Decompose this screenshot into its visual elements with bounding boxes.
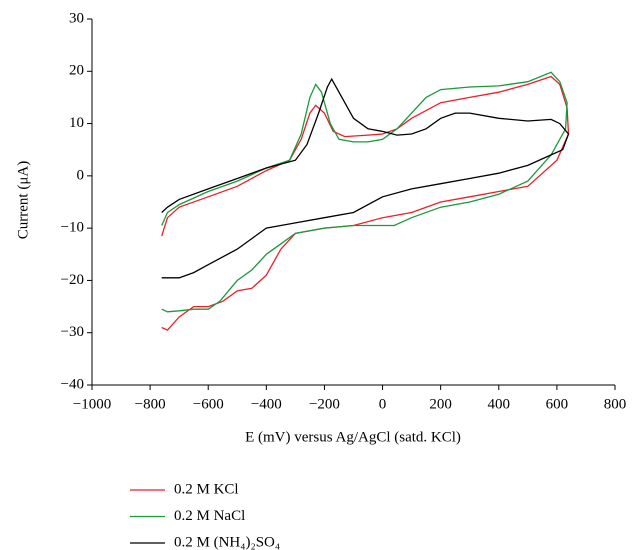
x-tick-label: 800: [604, 396, 627, 412]
x-tick-label: −1000: [73, 396, 111, 412]
series-line: [161, 77, 570, 279]
y-tick-label: 10: [69, 115, 84, 131]
y-tick-label: 30: [69, 10, 84, 26]
x-tick-label: −400: [251, 396, 282, 412]
y-tick-label: 20: [69, 63, 84, 79]
x-tick-label: 600: [546, 396, 569, 412]
y-tick-label: −30: [61, 324, 84, 340]
x-tick-label: −600: [193, 396, 224, 412]
x-tick-label: −200: [309, 396, 340, 412]
series-line: [161, 75, 570, 331]
y-tick-label: −20: [61, 272, 84, 288]
x-tick-label: 0: [379, 396, 387, 412]
y-axis-label: Current (μA): [15, 161, 31, 239]
x-tick-label: 200: [429, 396, 452, 412]
x-axis-label: E (mV) versus Ag/AgCl (satd. KCl): [245, 429, 461, 445]
x-tick-label: −800: [135, 396, 166, 412]
y-tick-label: −10: [61, 220, 84, 236]
y-tick-label: −40: [61, 376, 84, 392]
legend-label: 0.2 M NaCl: [174, 508, 245, 524]
legend-label: 0.2 M (NH₄)₂SO₄: [174, 534, 280, 550]
x-tick-label: 400: [488, 396, 511, 412]
y-tick-label: 0: [77, 167, 85, 183]
legend-label: 0.2 M KCl: [174, 481, 239, 497]
series-line: [161, 71, 568, 313]
